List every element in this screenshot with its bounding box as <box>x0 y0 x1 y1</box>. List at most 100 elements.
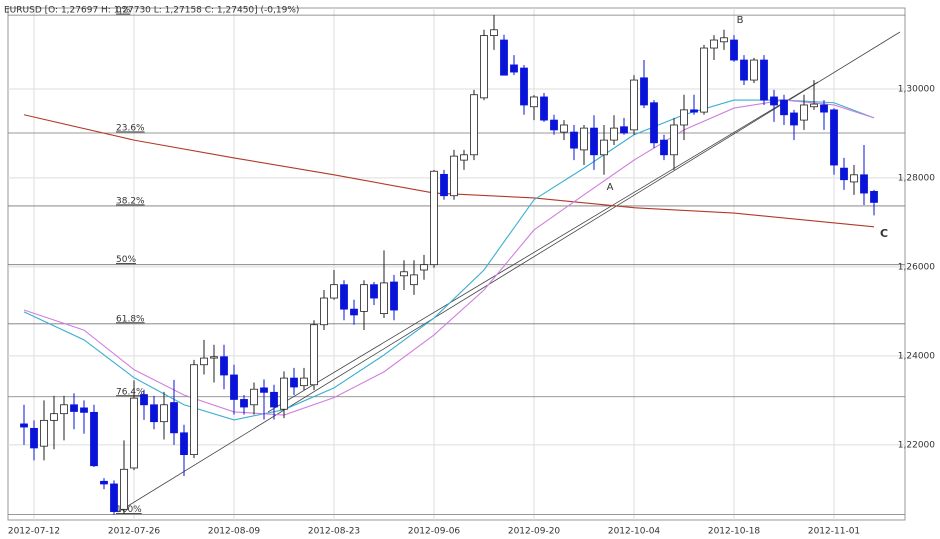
candle-body <box>220 356 228 376</box>
candle-body <box>250 388 258 406</box>
candle-body <box>280 377 288 410</box>
x-tick-label: 2012-08-23 <box>308 527 360 537</box>
candle-body <box>750 59 758 81</box>
y-tick-label: 1,28000 <box>898 173 935 183</box>
candle-body <box>60 404 68 415</box>
plot-area <box>7 7 906 521</box>
candle-body <box>230 374 238 400</box>
candle-body <box>350 308 358 316</box>
candle-body <box>560 124 568 133</box>
candle-body <box>800 104 808 121</box>
candle-body <box>450 155 458 197</box>
candle-body <box>860 174 868 194</box>
candle-body <box>420 264 428 271</box>
annotation: B <box>737 15 744 26</box>
candle-body <box>780 99 788 116</box>
x-tick-label: 2012-10-18 <box>708 527 761 537</box>
x-tick-label: 2012-10-04 <box>608 527 661 537</box>
candle-body <box>410 274 418 286</box>
moving-average <box>23 99 875 421</box>
candle-body <box>160 404 168 423</box>
candle-body <box>30 427 38 449</box>
candle-body <box>640 77 648 106</box>
y-tick-label: 1,26000 <box>898 262 935 272</box>
x-tick-label: 2012-09-06 <box>408 527 461 537</box>
x-tick-label: 2012-07-12 <box>8 527 60 537</box>
candle-body <box>770 96 778 106</box>
candle-body <box>500 39 508 76</box>
candle-body <box>660 139 668 156</box>
candle-body <box>790 112 798 126</box>
candle-body <box>110 483 118 512</box>
candle-body <box>210 356 218 359</box>
candle-body <box>440 173 448 197</box>
candle-body <box>680 109 688 126</box>
candle-body <box>40 419 48 447</box>
candle-body <box>70 404 78 412</box>
fib-label: 0% <box>116 6 131 16</box>
candle-body <box>520 67 528 106</box>
candle-body <box>810 103 818 108</box>
candle-body <box>570 131 578 149</box>
candle-body <box>690 109 698 113</box>
candle-body <box>300 377 308 387</box>
candle-body <box>550 119 558 131</box>
candle-body <box>670 124 678 156</box>
trend-line <box>267 81 819 413</box>
candle-body <box>190 364 198 456</box>
candle-body <box>90 411 98 467</box>
fib-label: 61.8% <box>116 314 145 324</box>
candle-body <box>460 154 468 161</box>
candle-body <box>820 104 828 113</box>
x-tick-label: 2012-09-20 <box>508 527 561 537</box>
candle-body <box>720 37 728 43</box>
candle-body <box>740 59 748 81</box>
x-tick-label: 2012-11-01 <box>808 527 860 537</box>
chart-title: EURUSD [O: 1,27697 H: 1,27730 L: 1,27158… <box>4 6 299 16</box>
candle-body <box>120 468 128 510</box>
moving-average <box>23 99 875 416</box>
fib-label: 50% <box>116 255 136 265</box>
candle-body <box>170 402 178 434</box>
candle-body <box>370 284 378 299</box>
fib-label: 100% <box>116 505 142 515</box>
y-tick-label: 1,22000 <box>898 440 935 450</box>
candle-body <box>390 281 398 311</box>
candle-body <box>180 432 188 456</box>
candle-body <box>330 284 338 299</box>
fib-label: 76.4% <box>116 387 145 397</box>
annotation: A <box>607 182 614 193</box>
candle-body <box>380 282 388 314</box>
candle-body <box>470 94 478 156</box>
fib-label: 38.2% <box>116 196 145 206</box>
fib-label: 23.6% <box>116 123 145 133</box>
candle-body <box>130 397 138 469</box>
candle-body <box>830 109 838 166</box>
candle-body <box>200 357 208 366</box>
candle-body <box>710 39 718 49</box>
candle-body <box>650 102 658 144</box>
candle-body <box>50 413 58 421</box>
candle-body <box>760 59 768 101</box>
candle-body <box>540 96 548 121</box>
candle-body <box>840 167 848 181</box>
candle-body <box>430 170 438 266</box>
y-tick-label: 1,30000 <box>898 84 935 94</box>
candle-body <box>270 391 278 408</box>
candle-body <box>100 480 108 485</box>
candle-body <box>730 39 738 61</box>
candle-body <box>850 174 858 183</box>
candle-body <box>400 271 408 277</box>
candle-body <box>870 191 878 203</box>
candle-body <box>580 127 588 151</box>
candle-body <box>260 387 268 393</box>
x-tick-label: 2012-08-09 <box>208 527 261 537</box>
candle-body <box>600 139 608 156</box>
x-tick-label: 2012-07-26 <box>108 527 161 537</box>
candle-body <box>590 127 598 156</box>
candle-body <box>140 394 148 406</box>
candle-body <box>80 407 88 413</box>
candle-body <box>700 47 708 113</box>
candle-body <box>480 35 488 99</box>
candle-body <box>150 404 158 423</box>
